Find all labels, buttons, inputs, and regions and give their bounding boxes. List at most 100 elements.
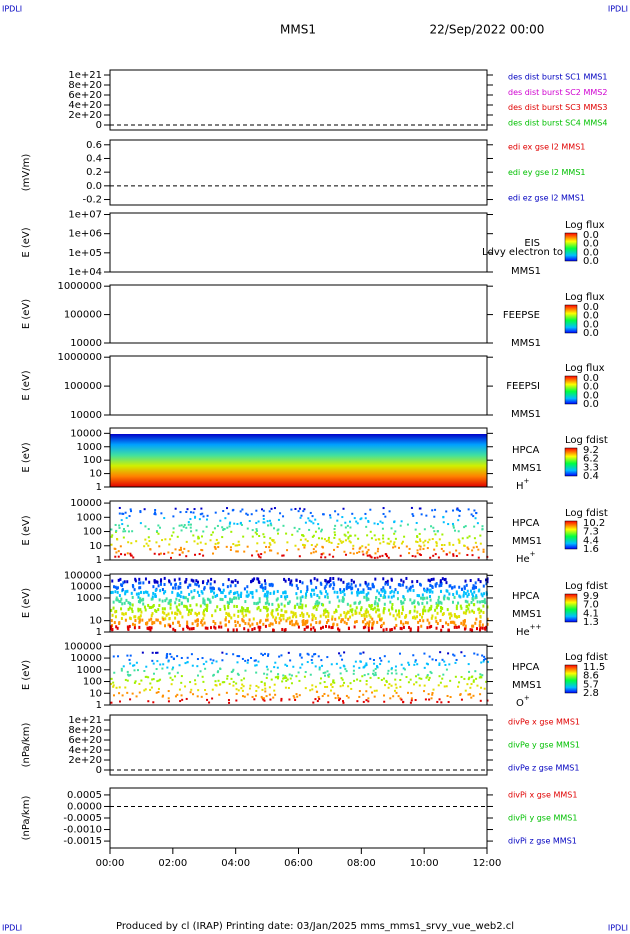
spectrogram-pixel bbox=[322, 513, 325, 516]
spectrogram-pixel bbox=[236, 522, 239, 525]
spectrogram-pixel bbox=[316, 700, 319, 703]
spectrogram-pixel bbox=[386, 582, 389, 586]
spectrogram-pixel bbox=[326, 685, 329, 688]
spectrogram-pixel bbox=[278, 616, 281, 620]
spectrogram-pixel bbox=[374, 577, 377, 581]
spectrogram-pixel bbox=[165, 597, 168, 601]
spectrogram-pixel bbox=[381, 589, 384, 593]
spectrogram-pixel bbox=[400, 698, 403, 701]
spectrogram-pixel bbox=[219, 668, 222, 671]
spectrogram-pixel bbox=[263, 652, 266, 655]
spectrogram-pixel bbox=[259, 619, 262, 623]
spectrogram-pixel bbox=[365, 662, 368, 665]
spectrogram-pixel bbox=[408, 547, 411, 550]
spectrogram-pixel bbox=[458, 615, 461, 619]
spectrogram-pixel bbox=[137, 609, 140, 613]
spectrogram-pixel bbox=[239, 510, 242, 513]
spectrogram-pixel bbox=[262, 654, 265, 657]
spectrogram-pixel bbox=[250, 580, 253, 584]
spectrogram-pixel bbox=[442, 673, 445, 676]
spectrogram-pixel bbox=[457, 530, 460, 533]
spectrogram-pixel bbox=[158, 526, 161, 529]
spectrogram-pixel bbox=[150, 597, 153, 601]
spectrogram-pixel bbox=[303, 544, 306, 547]
spectrogram-pixel bbox=[318, 666, 321, 669]
spectrogram-pixel bbox=[193, 508, 196, 511]
spectrogram-pixel bbox=[270, 507, 273, 510]
spectrogram-pixel bbox=[175, 605, 178, 609]
y-tick-label: 10 bbox=[89, 469, 102, 480]
spectrogram-pixel bbox=[316, 543, 319, 546]
spectrogram-pixel bbox=[402, 580, 405, 584]
spectrogram-pixel bbox=[169, 603, 172, 607]
spectrogram-pixel bbox=[353, 517, 356, 520]
spectrogram-pixel bbox=[448, 551, 451, 554]
spectrogram-pixel bbox=[286, 595, 289, 599]
spectrogram-pixel bbox=[178, 603, 181, 607]
spectrogram-pixel bbox=[296, 596, 299, 600]
spectrogram-pixel bbox=[454, 623, 457, 627]
spectrogram-pixel bbox=[263, 541, 266, 544]
spectrogram-pixel bbox=[255, 664, 258, 667]
spectrogram-pixel bbox=[414, 528, 417, 531]
spectrogram-pixel bbox=[355, 520, 358, 523]
spectrogram-pixel bbox=[172, 527, 175, 530]
spectrogram-pixel bbox=[232, 628, 235, 632]
spectrogram-pixel bbox=[326, 670, 329, 673]
spectrogram-pixel bbox=[156, 618, 159, 622]
spectrogram-pixel bbox=[272, 615, 275, 619]
spectrogram-pixel bbox=[151, 595, 154, 599]
spectrogram-pixel bbox=[277, 603, 280, 607]
spectrogram-pixel bbox=[367, 591, 370, 595]
spectrogram-pixel bbox=[458, 552, 461, 555]
spectrogram-pixel bbox=[483, 592, 486, 596]
spectrogram-pixel bbox=[144, 688, 147, 691]
spectrogram-pixel bbox=[414, 555, 417, 558]
spectrogram-pixel bbox=[468, 670, 471, 673]
spectrogram-pixel bbox=[260, 695, 263, 698]
spectrogram-pixel bbox=[290, 508, 293, 511]
spectrogram-pixel bbox=[327, 536, 330, 539]
spectrogram-pixel bbox=[439, 681, 442, 684]
spectrogram-pixel bbox=[361, 620, 364, 624]
spectrogram-pixel bbox=[402, 595, 405, 599]
spectrogram-pixel bbox=[211, 662, 214, 665]
spectrogram-pixel bbox=[260, 652, 263, 655]
y-tick-label: 0.2 bbox=[86, 167, 102, 178]
spacecraft-label: MMS1 bbox=[511, 338, 541, 349]
spectrogram-pixel bbox=[409, 701, 412, 704]
spectrogram-pixel bbox=[373, 606, 376, 610]
spectrogram-pixel bbox=[360, 590, 363, 594]
spectrogram-pixel bbox=[416, 541, 419, 544]
spectrogram-pixel bbox=[448, 612, 451, 616]
spectrogram-pixel bbox=[299, 516, 302, 519]
spectrogram-pixel bbox=[195, 579, 198, 583]
spectrogram-pixel bbox=[231, 580, 234, 584]
spectrogram-pixel bbox=[390, 577, 393, 581]
colorbar-label: 0.0 bbox=[583, 230, 599, 241]
spectrogram-pixel bbox=[233, 613, 236, 617]
spectrogram-pixel bbox=[165, 654, 168, 657]
spectrogram-pixel bbox=[278, 655, 281, 658]
y-tick-label: 100000 bbox=[64, 570, 102, 581]
spectrogram-pixel bbox=[136, 669, 139, 672]
spectrogram-pixel bbox=[434, 553, 437, 556]
spectrogram-pixel bbox=[226, 677, 229, 680]
spectrogram-pixel bbox=[437, 684, 440, 687]
spectrogram-pixel bbox=[365, 598, 368, 602]
spectrogram-pixel bbox=[160, 512, 163, 515]
spectrogram-pixel bbox=[466, 594, 469, 598]
spectrogram-pixel bbox=[363, 595, 366, 599]
spectrogram-pixel bbox=[318, 668, 321, 671]
spectrogram-pixel bbox=[304, 592, 307, 596]
spectrogram-pixel bbox=[282, 515, 285, 518]
colorbar-label: 5.7 bbox=[583, 679, 599, 690]
spectrogram-pixel bbox=[327, 538, 330, 541]
spectrogram-pixel bbox=[182, 595, 185, 599]
spectrogram-pixel bbox=[239, 521, 242, 524]
spectrogram-pixel bbox=[171, 551, 174, 554]
spectrogram-pixel bbox=[131, 692, 134, 695]
spectrogram-pixel bbox=[140, 598, 143, 602]
spectrogram-pixel bbox=[302, 510, 305, 513]
spectrogram-pixel bbox=[371, 585, 374, 589]
